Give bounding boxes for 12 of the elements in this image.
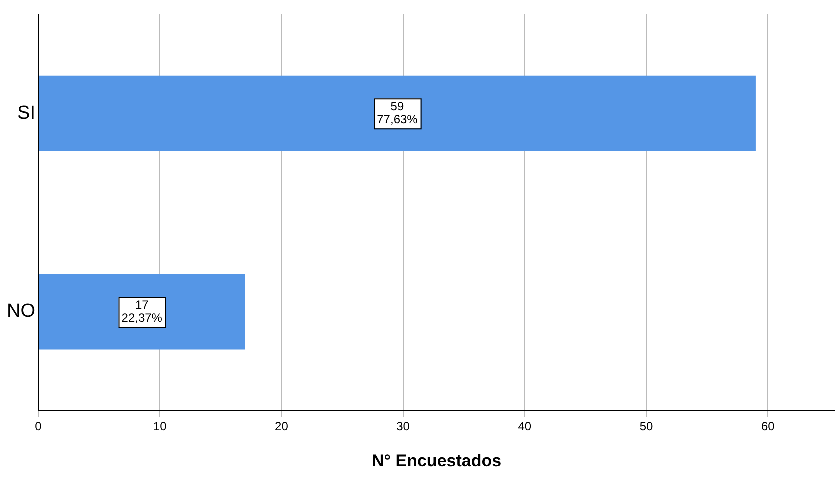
x-tick-label: 0 bbox=[35, 420, 42, 434]
x-tick-label: 50 bbox=[640, 420, 654, 434]
x-tick-label: 40 bbox=[518, 420, 532, 434]
data-label: 59 77,63% bbox=[377, 99, 418, 126]
data-label: 17 22,37% bbox=[122, 298, 163, 325]
x-tick-label: 10 bbox=[153, 420, 168, 434]
x-tick-label: 30 bbox=[396, 420, 410, 434]
y-tick-label: SI bbox=[18, 102, 36, 124]
x-tick-label: 60 bbox=[761, 420, 776, 434]
x-tick-label: 20 bbox=[275, 420, 289, 434]
y-tick-label: NO bbox=[7, 301, 36, 322]
x-axis-title: N° Encuestados bbox=[372, 451, 502, 470]
